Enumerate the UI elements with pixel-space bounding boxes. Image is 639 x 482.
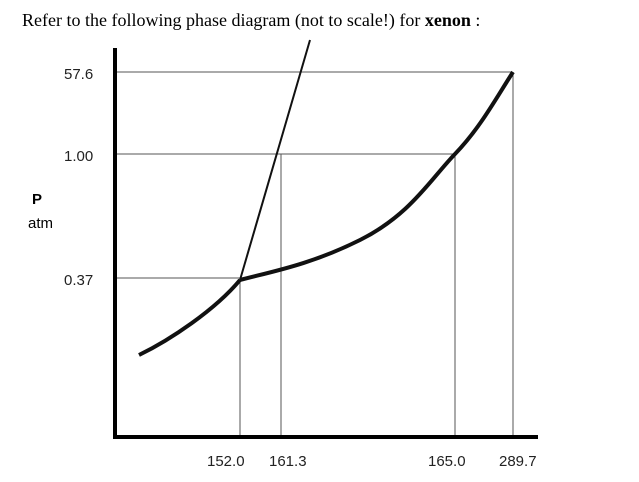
- solid-liquid-boundary: [239, 39, 311, 281]
- y-tick-1-00: 1.00: [64, 148, 93, 165]
- solid-gas-boundary: [138, 278, 242, 357]
- prompt-text: Refer to the following phase diagram (no…: [22, 10, 425, 30]
- liquid-gas-boundary: [239, 70, 515, 282]
- x-tick-289-7: 289.7: [499, 453, 537, 470]
- substance-name: xenon: [424, 10, 471, 30]
- x-tick-152-0: 152.0: [207, 453, 245, 470]
- x-tick-161-3: 161.3: [269, 453, 307, 470]
- y-axis-label-p: P: [32, 191, 42, 208]
- y-tick-0-37: 0.37: [64, 272, 93, 289]
- x-tick-165-0: 165.0: [428, 453, 466, 470]
- y-axis-label-atm: atm: [28, 215, 53, 232]
- prompt-suffix: :: [470, 10, 481, 30]
- y-tick-57-6: 57.6: [64, 66, 93, 83]
- question-prompt: Refer to the following phase diagram (no…: [22, 10, 480, 31]
